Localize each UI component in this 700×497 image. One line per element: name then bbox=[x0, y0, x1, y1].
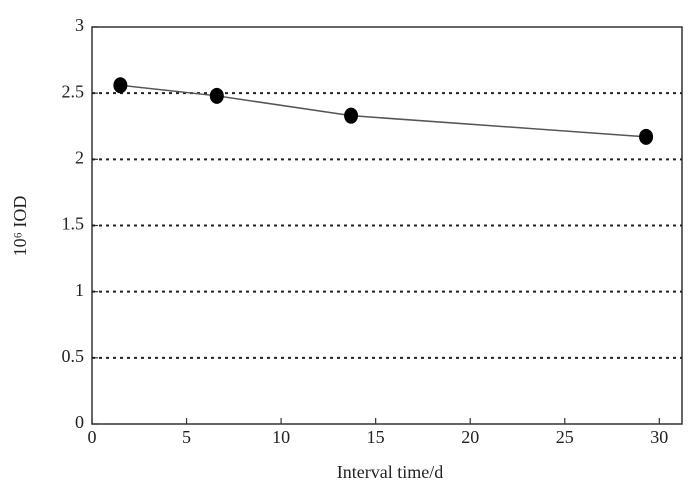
y-tick-label: 0.5 bbox=[62, 346, 85, 366]
data-point bbox=[344, 107, 359, 124]
x-tick-label: 30 bbox=[650, 427, 668, 447]
data-point bbox=[639, 128, 654, 145]
y-tick-label: 0 bbox=[75, 412, 84, 432]
data-point bbox=[113, 77, 128, 94]
x-axis-label: Interval time/d bbox=[337, 462, 443, 482]
data-point bbox=[209, 87, 224, 104]
y-tick-label: 1 bbox=[75, 280, 84, 300]
x-tick-label: 0 bbox=[88, 427, 97, 447]
y-tick-label: 3 bbox=[75, 15, 84, 35]
data-line bbox=[120, 84, 647, 138]
y-axis-label: 10⁶ IOD bbox=[10, 196, 30, 257]
y-tick-label: 2 bbox=[75, 147, 84, 167]
x-tick-label: 15 bbox=[367, 427, 385, 447]
x-tick-label: 10 bbox=[272, 427, 290, 447]
x-tick-label: 5 bbox=[182, 427, 191, 447]
x-tick-label: 20 bbox=[461, 427, 479, 447]
x-tick-label: 25 bbox=[556, 427, 574, 447]
y-tick-label: 2.5 bbox=[62, 81, 85, 101]
y-tick-label: 1.5 bbox=[62, 214, 85, 234]
